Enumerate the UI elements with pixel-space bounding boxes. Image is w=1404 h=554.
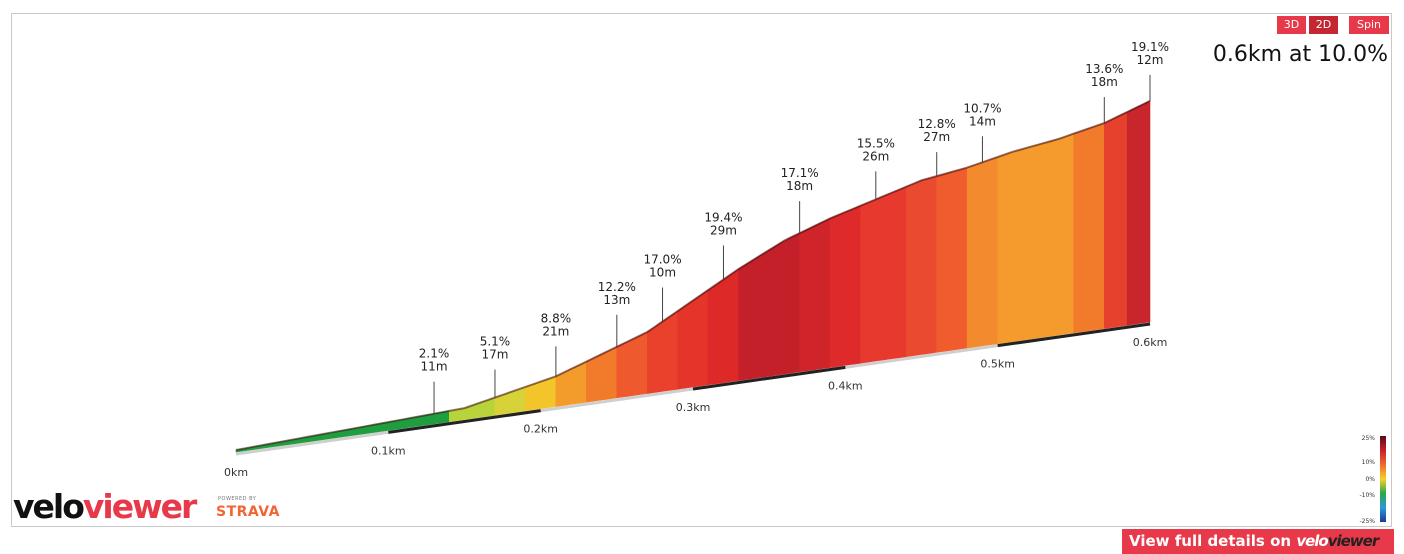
cta-text: View full details on [1129,532,1292,550]
segment-length-label: 17m [481,348,508,362]
distance-tick-label: 0km [224,466,248,479]
distance-tick-label: 0.6km [1133,336,1168,349]
segment-length-label: 12m [1137,53,1164,67]
segment-gradient-label: 13.6% [1085,62,1123,76]
segment-length-label: 21m [542,324,569,338]
segment-length-label: 29m [710,223,737,237]
segment-gradient-label: 12.2% [598,280,636,294]
view-3d-button[interactable]: 3D [1277,16,1306,34]
segment-length-label: 14m [969,114,996,128]
distance-tick-label: 0.4km [828,379,863,392]
distance-tick-label: 0.1km [371,444,406,457]
segment-length-label: 13m [603,293,630,307]
spin-button[interactable]: Spin [1349,16,1389,34]
legend-color-bar [1380,436,1386,522]
legend-tick-label: 10% [1362,459,1376,466]
gradient-band [997,133,1075,345]
segment-gradient-label: 19.1% [1131,40,1169,54]
segment-gradient-label: 17.0% [643,253,681,267]
gradient-band [616,331,648,399]
cta-brand-viewer: viewer [1327,532,1380,550]
distance-tick-label: 0.2km [523,423,558,436]
segment-length-label: 18m [1091,75,1118,89]
gradient-band [799,217,831,373]
profile-top-edge-group [235,100,1151,451]
legend-tick-label: -10% [1359,492,1375,499]
gradient-band [738,232,800,381]
view-full-details-button[interactable]: View full details on veloviewer [1122,529,1394,554]
segment-length-label: 27m [923,130,950,144]
segment-gradient-label: 10.7% [963,101,1001,115]
distance-tick-segment [997,322,1151,348]
segment-gradient-label: 12.8% [918,117,956,131]
segment-length-label: 26m [862,149,889,163]
logo-viewer-text: viewer [82,487,197,526]
distance-tick-segment [388,409,541,434]
legend-tick-label: 25% [1362,435,1376,442]
gradient-band [1073,122,1105,334]
gradient-band [860,186,907,364]
logo-velo-text: velo [13,487,85,526]
gradient-band [905,175,938,358]
distance-tick-label: 0.3km [676,401,711,414]
segment-labels-group: 2.1%11m 5.1%17m 8.8%21m 12.2%13m 17.0%10m 19.… [419,40,1169,414]
segment-length-label: 11m [421,360,448,374]
climb-summary: 0.6km at 10.0% [1212,42,1388,67]
gradient-band [1104,111,1128,329]
segment-gradient-label: 15.5% [857,136,895,150]
gradient-band [1126,100,1151,326]
distance-tick-label: 0.5km [980,358,1015,371]
segment-gradient-label: 17.1% [781,166,819,180]
cta-brand-velo: velo [1296,532,1328,550]
view-2d-button[interactable]: 2D [1309,16,1338,34]
segment-gradient-label: 5.1% [480,335,511,349]
gradient-legend: 25% 10% 0% -10% -25% [1359,435,1386,525]
distance-tick-segment [692,365,846,391]
strava-logo: STRAVA [216,504,281,520]
gradient-band [677,289,709,390]
gradient-band [936,167,968,353]
gradient-band [966,156,999,349]
segment-length-label: 18m [786,179,813,193]
segment-gradient-label: 19.4% [704,210,742,224]
profile-top-edge [235,100,1151,451]
chart-frame [11,13,1392,527]
distance-ticks-group: 0km 0.1km 0.2km 0.3km 0.4km 0.5km 0.6km [224,322,1168,479]
segment-length-label: 10m [649,266,676,280]
gradient-band [829,205,861,368]
segment-gradient-label: 8.8% [541,311,572,325]
legend-tick-label: 0% [1365,476,1375,483]
legend-tick-label: -25% [1359,518,1375,525]
gradient-band [646,310,679,394]
powered-by-label: POWERED BY [218,496,257,502]
segment-gradient-label: 2.1% [419,347,450,361]
gradient-bands-group [235,100,1151,453]
